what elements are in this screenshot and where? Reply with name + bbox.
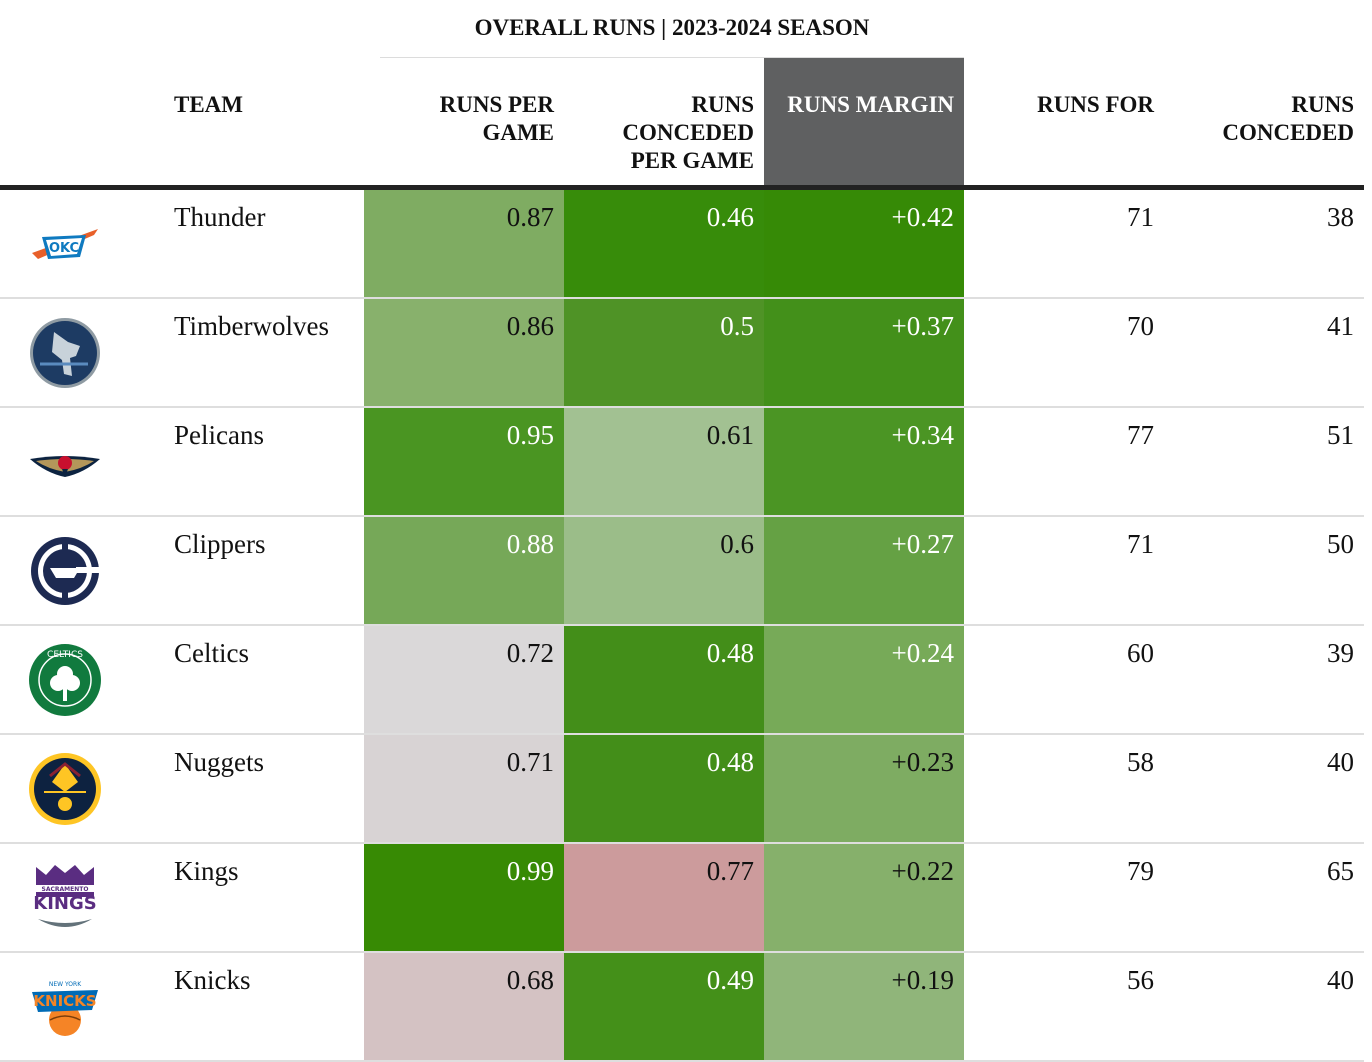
header-runs-conceded-per-game: RUNS CONCEDED PER GAME — [622, 92, 754, 173]
row-divider — [0, 842, 1364, 844]
runs-conceded-cell: 39 — [1327, 638, 1354, 668]
runs-for-cell: 70 — [1127, 311, 1154, 341]
team-name: Nuggets — [174, 747, 264, 777]
timberwolves-logo-icon — [28, 316, 102, 390]
runs-per-game-cell: 0.72 — [364, 626, 564, 733]
runs-conceded-cell: 40 — [1327, 965, 1354, 995]
runs-conceded-cell: 40 — [1327, 747, 1354, 777]
team-name: Clippers — [174, 529, 266, 559]
runs-conceded-cell: 41 — [1327, 311, 1354, 341]
runs-conceded-cell: 51 — [1327, 420, 1354, 450]
runs-per-game-cell: 0.88 — [364, 517, 564, 624]
svg-text:OKC: OKC — [49, 241, 79, 256]
runs-conceded-per-game-cell: 0.5 — [564, 299, 764, 406]
row-divider — [0, 1060, 1364, 1062]
header-runs-conceded: RUNS CONCEDED — [1222, 92, 1354, 145]
runs-for-cell: 79 — [1127, 856, 1154, 886]
table-row: OKC Thunder 0.87 0.46 +0.42 71 38 — [0, 190, 1364, 299]
runs-conceded-cell: 38 — [1327, 202, 1354, 232]
runs-conceded-per-game-cell: 0.49 — [564, 953, 764, 1060]
table-row: Timberwolves 0.86 0.5 +0.37 70 41 — [0, 299, 1364, 408]
runs-conceded-per-game-cell: 0.61 — [564, 408, 764, 515]
table-row: SACRAMENTO KINGS Kings 0.99 0.77 +0.22 79 65 — [0, 844, 1364, 953]
runs-per-game-cell: 0.99 — [364, 844, 564, 951]
runs-for-cell: 71 — [1127, 202, 1154, 232]
runs-conceded-per-game-cell: 0.46 — [564, 190, 764, 297]
runs-per-game-cell: 0.68 — [364, 953, 564, 1060]
runs-margin-cell: +0.34 — [764, 408, 964, 515]
pelicans-logo-icon — [28, 425, 102, 499]
svg-text:NEW YORK: NEW YORK — [49, 981, 82, 988]
runs-conceded-per-game-cell: 0.77 — [564, 844, 764, 951]
row-divider — [0, 515, 1364, 517]
runs-conceded-per-game-cell: 0.48 — [564, 626, 764, 733]
team-name: Timberwolves — [174, 311, 330, 341]
runs-margin-cell: +0.27 — [764, 517, 964, 624]
table-row: CELTICS Celtics 0.72 0.48 +0.24 60 39 — [0, 626, 1364, 735]
header-runs-per-game: RUNS PER GAME — [439, 92, 554, 145]
table-title: OVERALL RUNS | 2023-2024 SEASON — [380, 12, 964, 58]
header-team: TEAM — [174, 92, 243, 117]
row-divider — [0, 951, 1364, 953]
runs-for-cell: 60 — [1127, 638, 1154, 668]
runs-conceded-cell: 50 — [1327, 529, 1354, 559]
runs-per-game-cell: 0.86 — [364, 299, 564, 406]
runs-margin-cell: +0.24 — [764, 626, 964, 733]
runs-for-cell: 58 — [1127, 747, 1154, 777]
runs-margin-cell: +0.19 — [764, 953, 964, 1060]
table-row: Pelicans 0.95 0.61 +0.34 77 51 — [0, 408, 1364, 517]
row-divider — [0, 733, 1364, 735]
knicks-logo-icon: KNICKS NEW YORK — [28, 970, 102, 1044]
clippers-logo-icon — [28, 534, 102, 608]
team-name: Pelicans — [174, 420, 264, 450]
header-runs-margin: RUNS MARGIN — [764, 58, 964, 186]
okc-thunder-logo-icon: OKC — [28, 207, 102, 281]
svg-text:KINGS: KINGS — [33, 893, 96, 914]
runs-margin-cell: +0.42 — [764, 190, 964, 297]
team-name: Celtics — [174, 638, 249, 668]
celtics-logo-icon: CELTICS — [28, 643, 102, 717]
row-divider — [0, 406, 1364, 408]
header-runs-for: RUNS FOR — [1037, 92, 1154, 117]
runs-for-cell: 77 — [1127, 420, 1154, 450]
svg-text:KNICKS: KNICKS — [33, 992, 96, 1010]
kings-logo-icon: SACRAMENTO KINGS — [28, 861, 102, 935]
runs-for-cell: 71 — [1127, 529, 1154, 559]
row-divider — [0, 297, 1364, 299]
table-row: Nuggets 0.71 0.48 +0.23 58 40 — [0, 735, 1364, 844]
table-row: Clippers 0.88 0.6 +0.27 71 50 — [0, 517, 1364, 626]
runs-conceded-per-game-cell: 0.48 — [564, 735, 764, 842]
svg-text:CELTICS: CELTICS — [47, 650, 83, 660]
runs-per-game-cell: 0.87 — [364, 190, 564, 297]
team-name: Knicks — [174, 965, 251, 995]
runs-conceded-cell: 65 — [1327, 856, 1354, 886]
table-row: KNICKS NEW YORK Knicks 0.68 0.49 +0.19 56 40 — [0, 953, 1364, 1062]
runs-margin-cell: +0.37 — [764, 299, 964, 406]
runs-margin-cell: +0.23 — [764, 735, 964, 842]
header-rule — [0, 185, 1364, 190]
runs-per-game-cell: 0.95 — [364, 408, 564, 515]
runs-for-cell: 56 — [1127, 965, 1154, 995]
svg-text:SACRAMENTO: SACRAMENTO — [42, 886, 89, 893]
nuggets-logo-icon — [28, 752, 102, 826]
team-name: Kings — [174, 856, 239, 886]
row-divider — [0, 624, 1364, 626]
runs-per-game-cell: 0.71 — [364, 735, 564, 842]
team-name: Thunder — [174, 202, 266, 232]
runs-conceded-per-game-cell: 0.6 — [564, 517, 764, 624]
runs-margin-cell: +0.22 — [764, 844, 964, 951]
